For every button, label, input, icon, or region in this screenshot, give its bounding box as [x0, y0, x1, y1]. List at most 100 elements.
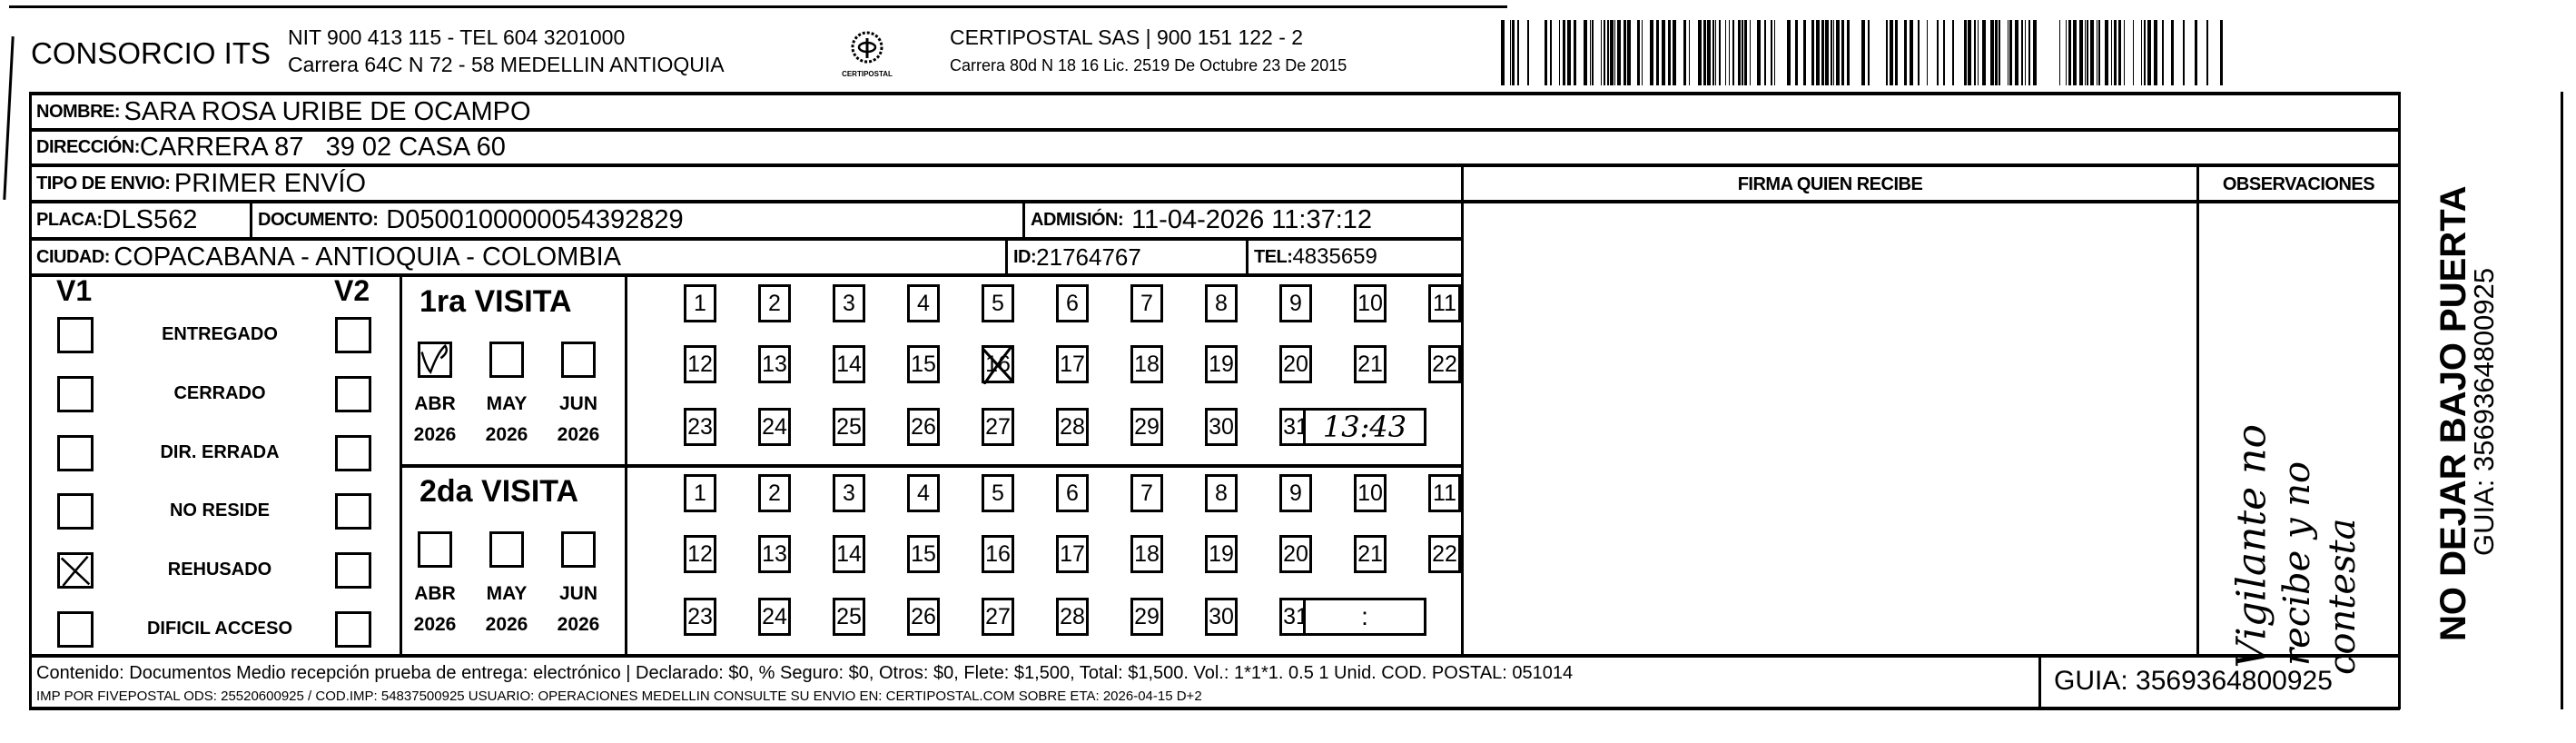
day-box[interactable]: 12: [684, 535, 716, 573]
day-box[interactable]: 9: [1279, 474, 1312, 512]
barcode-bar: [1683, 20, 1686, 85]
day-box[interactable]: 16: [982, 535, 1014, 573]
certipostal-logo: CERTIPOSTAL: [835, 29, 899, 78]
barcode-bar: [1662, 20, 1665, 85]
day-box[interactable]: 1: [684, 284, 716, 322]
barcode-bar: [1650, 20, 1653, 85]
day-box[interactable]: 19: [1205, 345, 1238, 383]
day-box[interactable]: 19: [1205, 535, 1238, 573]
day-box[interactable]: 15: [907, 345, 940, 383]
v2-checkbox[interactable]: [335, 376, 371, 412]
barcode-bar: [2162, 20, 2164, 85]
day-box[interactable]: 29: [1130, 408, 1163, 446]
day-box[interactable]: 25: [833, 408, 865, 446]
v1-checkbox[interactable]: [57, 611, 94, 648]
day-box[interactable]: 2: [758, 284, 791, 322]
day-box[interactable]: 30: [1205, 408, 1238, 446]
day-box[interactable]: 17: [1056, 345, 1089, 383]
rule: [29, 128, 2400, 132]
day-box[interactable]: 27: [982, 408, 1014, 446]
rule: [29, 92, 2400, 95]
day-box[interactable]: 21: [1354, 535, 1387, 573]
day-box[interactable]: 28: [1056, 408, 1089, 446]
day-box[interactable]: 3: [833, 284, 865, 322]
month-checkbox[interactable]: [418, 342, 452, 378]
day-box[interactable]: 21: [1354, 345, 1387, 383]
day-box[interactable]: 6: [1056, 474, 1089, 512]
day-box[interactable]: 11: [1428, 284, 1461, 322]
day-box[interactable]: 20: [1279, 535, 1312, 573]
day-box[interactable]: 22: [1428, 345, 1461, 383]
barcode-bar: [2144, 20, 2146, 85]
month-checkbox[interactable]: [489, 342, 524, 378]
v1-checkbox[interactable]: [57, 376, 94, 412]
barcode-bar: [1774, 20, 1775, 85]
day-box[interactable]: 10: [1354, 284, 1387, 322]
day-box[interactable]: 18: [1130, 345, 1163, 383]
day-box[interactable]: 11: [1428, 474, 1461, 512]
day-box[interactable]: 30: [1205, 598, 1238, 636]
day-box[interactable]: 14: [833, 535, 865, 573]
barcode-bar: [2206, 20, 2208, 85]
day-box[interactable]: 24: [758, 598, 791, 636]
month-checkbox[interactable]: [561, 342, 596, 378]
logo-text: CERTIPOSTAL: [842, 70, 893, 78]
day-box[interactable]: 14: [833, 345, 865, 383]
day-box[interactable]: 16: [981, 345, 1015, 386]
day-box[interactable]: 26: [907, 598, 940, 636]
day-box[interactable]: 10: [1354, 474, 1387, 512]
barcode-bar: [1574, 20, 1576, 85]
barcode-bar: [1886, 20, 1888, 85]
day-box[interactable]: 6: [1056, 284, 1089, 322]
day-box[interactable]: 23: [684, 408, 716, 446]
v1-checkbox[interactable]: [57, 317, 94, 353]
v1-checkbox[interactable]: [57, 493, 94, 530]
v2-checkbox[interactable]: [335, 493, 371, 530]
day-box[interactable]: 29: [1130, 598, 1163, 636]
barcode-bar: [1964, 20, 1967, 85]
side-guia: GUIA: 3569364800925: [2468, 267, 2500, 556]
day-box[interactable]: 28: [1056, 598, 1089, 636]
day-box[interactable]: 27: [982, 598, 1014, 636]
day-box[interactable]: 5: [982, 474, 1014, 512]
v1-checkbox[interactable]: [57, 552, 94, 589]
day-box[interactable]: 26: [907, 408, 940, 446]
v2-label: V2: [334, 274, 370, 307]
day-box[interactable]: 8: [1205, 474, 1238, 512]
day-box[interactable]: 7: [1130, 284, 1163, 322]
v2-checkbox[interactable]: [335, 435, 371, 471]
day-box[interactable]: 20: [1279, 345, 1312, 383]
time-box[interactable]: :: [1303, 598, 1426, 636]
barcode-bar: [2066, 20, 2067, 85]
barcode-bar: [2114, 20, 2117, 85]
day-box[interactable]: 1: [684, 474, 716, 512]
day-box[interactable]: 3: [833, 474, 865, 512]
day-box[interactable]: 25: [833, 598, 865, 636]
v1-checkbox[interactable]: [57, 435, 94, 471]
day-box[interactable]: 17: [1056, 535, 1089, 573]
time-box[interactable]: 13:43: [1303, 408, 1426, 446]
day-box[interactable]: 15: [907, 535, 940, 573]
day-box[interactable]: 7: [1130, 474, 1163, 512]
day-box[interactable]: 23: [684, 598, 716, 636]
day-box[interactable]: 18: [1130, 535, 1163, 573]
v2-checkbox[interactable]: [335, 317, 371, 353]
v2-checkbox[interactable]: [335, 552, 371, 589]
day-box[interactable]: 5: [982, 284, 1014, 322]
day-box[interactable]: 2: [758, 474, 791, 512]
barcode-bar: [1995, 20, 1998, 85]
day-box[interactable]: 12: [684, 345, 716, 383]
day-box[interactable]: 4: [907, 284, 940, 322]
day-box[interactable]: 8: [1205, 284, 1238, 322]
barcode-bar: [1610, 20, 1614, 85]
v2-checkbox[interactable]: [335, 611, 371, 648]
day-box[interactable]: 24: [758, 408, 791, 446]
month-checkbox[interactable]: [561, 531, 596, 568]
month-checkbox[interactable]: [418, 531, 452, 568]
day-box[interactable]: 13: [758, 535, 791, 573]
day-box[interactable]: 4: [907, 474, 940, 512]
month-checkbox[interactable]: [489, 531, 524, 568]
day-box[interactable]: 9: [1279, 284, 1312, 322]
day-box[interactable]: 22: [1428, 535, 1461, 573]
day-box[interactable]: 13: [758, 345, 791, 383]
